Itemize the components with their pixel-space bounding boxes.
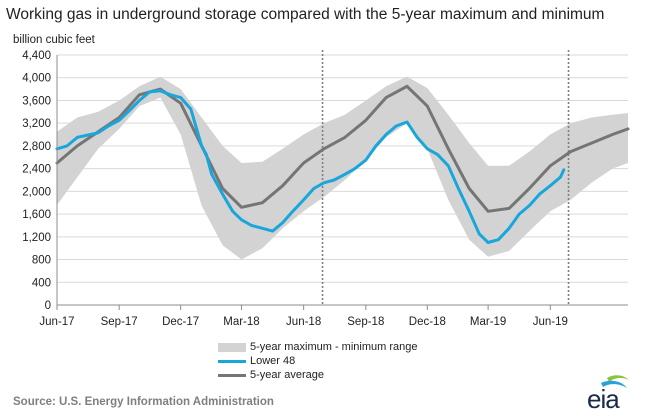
chart-legend: 5-year maximum - minimum range Lower 48 …: [218, 340, 417, 382]
legend-swatch-lower48: [218, 359, 246, 363]
y-axis-unit-label: billion cubic feet: [13, 34, 95, 46]
legend-item-average: 5-year average: [218, 368, 417, 382]
y-tick-label: 2,800: [22, 141, 51, 153]
legend-item-range: 5-year maximum - minimum range: [218, 340, 417, 354]
y-tick-labels: 0 400 800 1,200 1,600 2,000 2,400 2,800 3,200 3,6…: [22, 50, 51, 312]
logo-leaf-icon: [607, 375, 629, 382]
vertical-marker-layer: [321, 50, 570, 305]
logo-text: eia: [587, 384, 620, 414]
x-tick-label: Jun-18: [286, 316, 321, 328]
legend-label-average: 5-year average: [250, 369, 324, 381]
x-tick-label: Dec-17: [162, 316, 199, 328]
x-tick-labels: Jun-17 Sep-17 Dec-17 Mar-18 Jun-18 Sep-18 Dec-…: [39, 316, 567, 328]
y-tick-label: 1,600: [22, 209, 51, 221]
legend-label-range: 5-year maximum - minimum range: [250, 341, 418, 353]
y-tick-label: 3,600: [22, 95, 51, 107]
chart-plot-area: 0 400 800 1,200 1,600 2,000 2,400 2,800 3,200 3,6…: [22, 50, 630, 328]
y-tick-label: 4,400: [22, 50, 51, 62]
x-tick-label: Sep-17: [101, 316, 138, 328]
x-tick-label: Mar-18: [223, 316, 259, 328]
series-layer: [55, 84, 630, 244]
x-tick-label: Dec-18: [409, 316, 446, 328]
y-tick-label: 800: [32, 255, 51, 267]
y-tick-label: 400: [32, 277, 51, 289]
y-tick-label: 0: [45, 300, 51, 312]
legend-item-lower48: Lower 48: [218, 354, 417, 368]
axes: [56, 55, 628, 310]
series-line-lower48: [55, 89, 566, 244]
logo-swoosh-icon: [601, 380, 627, 388]
legend-swatch-range: [218, 342, 246, 352]
x-tick-label: Mar-19: [470, 316, 506, 328]
range-band-layer: [57, 76, 628, 260]
source-note: Source: U.S. Energy Information Administ…: [13, 396, 274, 408]
legend-label-lower48: Lower 48: [250, 355, 296, 367]
y-tick-label: 2,000: [22, 186, 51, 198]
legend-swatch-average: [218, 373, 246, 377]
eia-logo-mark: [601, 375, 629, 388]
y-tick-label: 2,400: [22, 164, 51, 176]
y-tick-label: 4,000: [22, 73, 51, 85]
x-tick-label: Sep-18: [347, 316, 384, 328]
range-band: [57, 76, 628, 260]
chart-title: Working gas in underground storage compa…: [6, 6, 605, 23]
x-tick-label: Jun-17: [39, 316, 74, 328]
y-tick-label: 3,200: [22, 118, 51, 130]
y-tick-label: 1,200: [22, 232, 51, 244]
x-tick-label: Jun-19: [533, 316, 568, 328]
eia-logo: eia: [583, 374, 635, 414]
grid-lines: [57, 54, 628, 283]
